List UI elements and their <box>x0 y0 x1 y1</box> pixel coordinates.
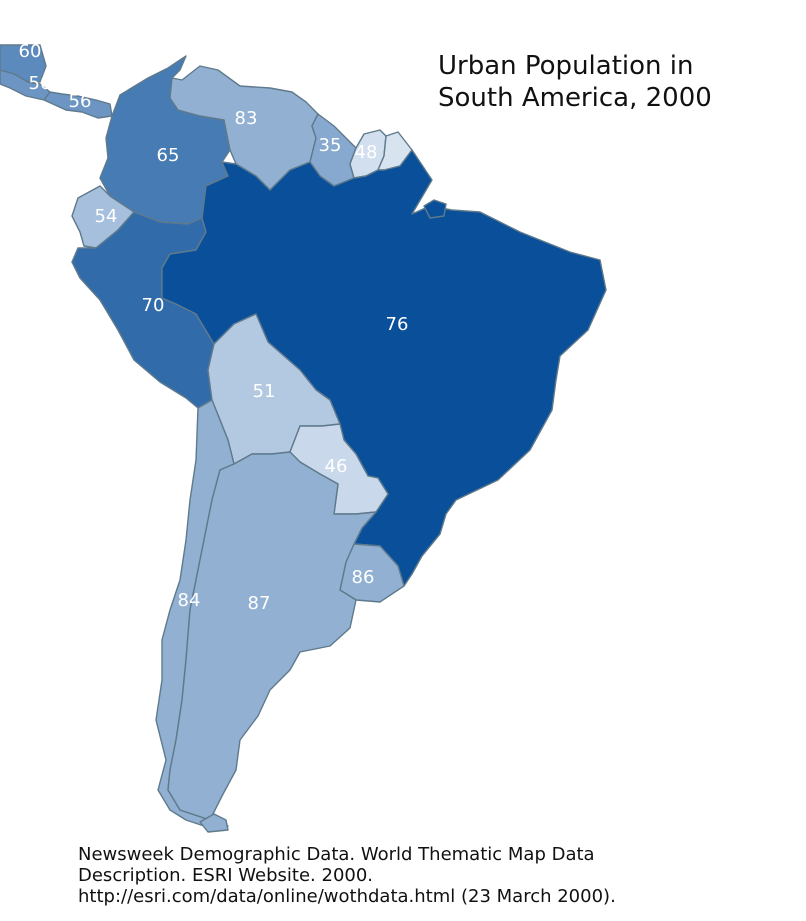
source-line-2: Description. ESRI Website. 2000. <box>78 865 374 886</box>
source-line-1: Newsweek Demographic Data. World Themati… <box>78 844 595 865</box>
label-venezuela: 83 <box>235 108 258 129</box>
label-ecuador: 54 <box>95 206 118 227</box>
region-argentina <box>167 451 377 821</box>
label-suriname: 48 <box>355 142 378 163</box>
label-central-america: 60 <box>19 41 42 62</box>
label-brazil: 76 <box>386 314 409 335</box>
region-ecuador <box>71 185 135 249</box>
label-peru: 70 <box>142 295 165 316</box>
label-paraguay: 46 <box>325 456 348 477</box>
region-tierra-del-fuego <box>199 813 229 833</box>
label-chile: 84 <box>178 590 201 611</box>
label-argentina: 87 <box>248 593 271 614</box>
region-marajo-island <box>423 199 447 219</box>
map-title-line-2: South America, 2000 <box>438 83 712 113</box>
label-bolivia: 51 <box>253 381 276 402</box>
map-title: Urban Population in South America, 2000 <box>438 50 778 114</box>
map-title-line-1: Urban Population in <box>438 51 694 81</box>
label-panama: 56 <box>69 91 92 112</box>
label-costa-rica: 50 <box>29 73 52 94</box>
label-colombia: 65 <box>157 145 180 166</box>
region-panama <box>43 91 113 119</box>
label-guyana: 35 <box>319 135 342 156</box>
label-uruguay: 86 <box>352 567 375 588</box>
source-line-3: http://esri.com/data/online/wothdata.htm… <box>78 886 616 907</box>
source-citation: Newsweek Demographic Data. World Themati… <box>78 844 798 907</box>
region-colombia <box>99 55 231 225</box>
